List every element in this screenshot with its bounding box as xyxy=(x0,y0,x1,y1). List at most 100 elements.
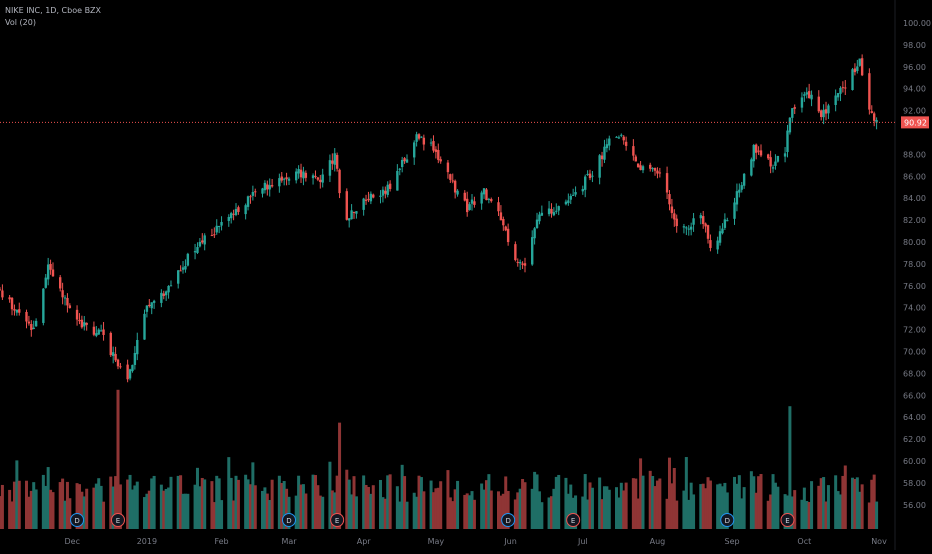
volume-bar xyxy=(227,457,231,529)
volume-bar xyxy=(574,495,578,529)
volume-bar xyxy=(619,482,623,529)
volume-bar xyxy=(97,478,101,529)
candle-body xyxy=(186,253,190,266)
volume-bar xyxy=(383,498,387,529)
symbol-title: NIKE INC, 1D, Cboe BZX xyxy=(5,6,102,15)
dividend-marker-icon[interactable] xyxy=(720,513,735,527)
candle-body xyxy=(668,194,671,205)
candle-body xyxy=(319,179,322,182)
candle-body xyxy=(769,157,772,167)
candle-body xyxy=(480,192,483,204)
candle-body xyxy=(788,117,792,133)
volume-bar xyxy=(757,476,761,529)
y-tick-label: 74.00 xyxy=(903,304,926,313)
candle-body xyxy=(295,171,298,181)
x-tick-label: Oct xyxy=(797,537,811,546)
candle-body xyxy=(581,189,584,192)
earnings-marker-icon[interactable] xyxy=(566,513,581,527)
dividend-marker-icon[interactable] xyxy=(501,513,516,527)
dividend-marker-icon[interactable] xyxy=(281,513,296,527)
candle-body xyxy=(145,305,149,312)
candle-body xyxy=(396,170,399,191)
candle-body xyxy=(540,212,544,216)
volume-bar xyxy=(335,475,339,529)
volume-bar xyxy=(843,465,847,529)
candle-body xyxy=(533,228,536,239)
volume-bar xyxy=(94,483,98,529)
volume-bar xyxy=(759,474,763,529)
candle-body xyxy=(490,199,493,202)
volume-bar xyxy=(773,482,777,529)
volume-bar xyxy=(766,500,770,529)
candle-body xyxy=(632,146,635,156)
y-tick-label: 84.00 xyxy=(903,194,926,203)
candle-body xyxy=(583,176,587,190)
candle-body xyxy=(571,194,575,196)
dividend-marker-icon[interactable] xyxy=(70,513,85,527)
candle-body xyxy=(220,221,223,226)
volume-bar xyxy=(653,486,657,529)
candle-body xyxy=(824,109,828,114)
candle-body xyxy=(114,353,117,361)
candle-body xyxy=(836,93,840,98)
earnings-marker-icon[interactable] xyxy=(330,513,345,527)
volume-bar xyxy=(484,480,488,529)
candle-body xyxy=(210,235,214,237)
candle-body xyxy=(550,208,553,214)
volume-bar xyxy=(853,478,857,529)
volume-bar xyxy=(246,479,250,529)
volume-bar xyxy=(453,489,457,529)
volume-bar xyxy=(564,477,568,529)
candle-body xyxy=(355,211,358,214)
candle-body xyxy=(321,174,324,183)
volume-bar xyxy=(248,484,252,529)
volume-bar xyxy=(297,475,301,529)
candle-body xyxy=(160,292,163,303)
volume-bar xyxy=(754,492,758,529)
y-tick-label: 98.00 xyxy=(903,41,926,50)
candle-body xyxy=(417,134,421,139)
volume-bar xyxy=(203,479,207,529)
volume-bar xyxy=(725,492,729,529)
volume-bar xyxy=(431,492,435,529)
volume-bar xyxy=(92,487,96,529)
candle-body xyxy=(709,240,712,248)
volume-bar xyxy=(32,482,36,529)
candle-body xyxy=(446,162,450,173)
earnings-marker-icon[interactable] xyxy=(780,513,795,527)
volume-bar xyxy=(634,478,638,529)
candle-body xyxy=(27,321,31,324)
event-marker-label: E xyxy=(571,517,575,525)
candle-body xyxy=(591,175,594,177)
candle-body xyxy=(617,137,621,139)
volume-bar xyxy=(692,494,696,529)
volume-bar xyxy=(142,497,146,529)
volume-bar xyxy=(533,471,537,529)
volume-bar xyxy=(858,491,862,529)
candle-body xyxy=(15,309,19,313)
candle-body xyxy=(564,201,568,205)
y-tick-label: 86.00 xyxy=(903,172,926,181)
candle-body xyxy=(126,364,129,380)
volume-bar xyxy=(386,475,390,529)
candle-body xyxy=(473,201,476,205)
candle-body xyxy=(46,264,50,280)
volume-bar xyxy=(251,462,255,529)
volume-bar xyxy=(68,498,72,529)
volume-bar xyxy=(318,495,322,529)
volume-bar xyxy=(135,481,139,529)
volume-bar xyxy=(24,480,28,529)
volume-bar xyxy=(429,480,433,529)
last-price-label: 90.92 xyxy=(904,118,927,127)
volume-bar xyxy=(352,476,356,529)
candle-body xyxy=(673,213,676,220)
last-price-tag xyxy=(901,116,929,129)
candle-body xyxy=(61,290,64,298)
candle-body xyxy=(687,228,690,230)
candle-body xyxy=(381,189,385,196)
candle-body xyxy=(32,327,35,330)
earnings-marker-icon[interactable] xyxy=(111,513,126,527)
candle-body xyxy=(791,108,794,118)
